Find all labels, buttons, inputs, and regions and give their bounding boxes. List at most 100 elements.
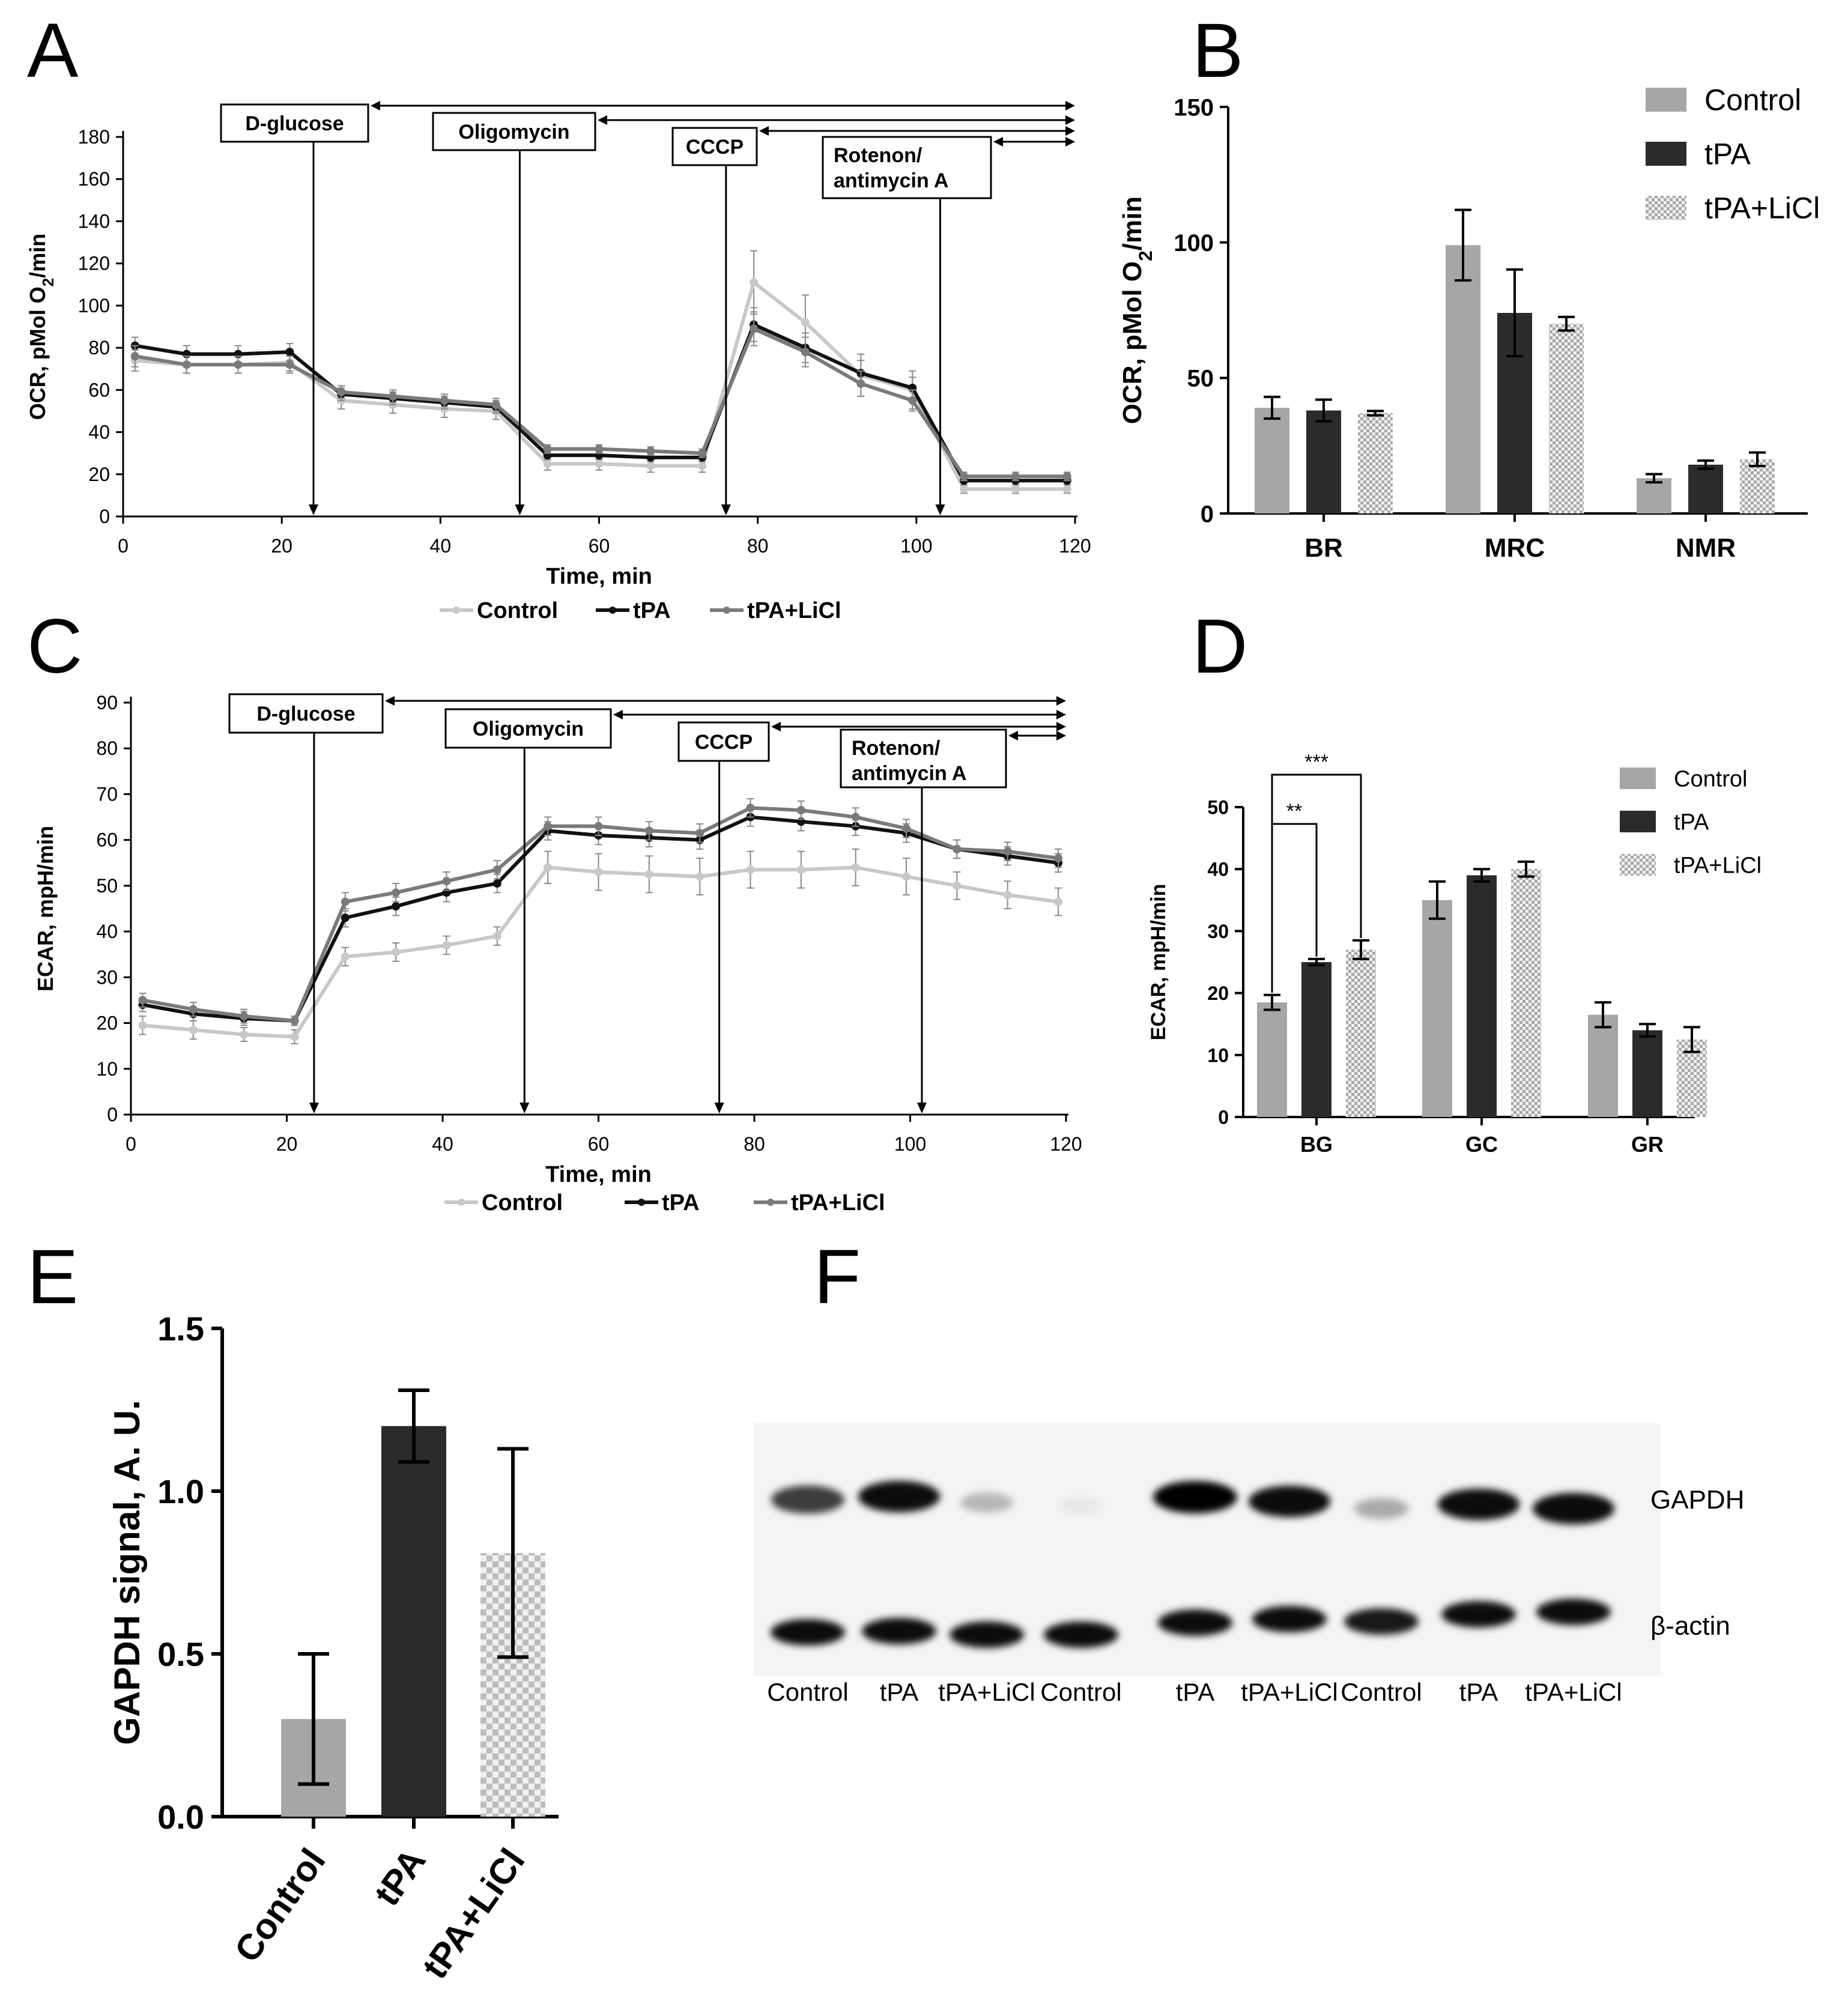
injection-arrowhead [515,504,525,515]
x-tick-label: 100 [894,1133,926,1155]
panel-e-gapdh-bars: 0.0 0.5 1.0 1.5 GAPDH signal, A. U. Control tP… [107,1310,559,1986]
category-label-mrc: MRC [1485,533,1545,563]
row-label-beta-actin: β-actin [1650,1611,1730,1641]
duration-arrowhead-left [598,115,607,125]
significance-bracket [1271,773,1362,993]
gapdh-band [858,1480,941,1513]
category-label-tpa: tPA [366,1841,434,1913]
x-axis-title: Time, min [546,564,652,589]
gapdh-band [1248,1485,1331,1518]
data-point [851,863,860,872]
data-point [801,318,810,327]
legend-marker [458,1199,465,1206]
beta-actin-band [1044,1621,1118,1648]
data-point [492,879,501,888]
y-tick-label: 20 [1207,982,1229,1004]
category-label-br: BR [1304,533,1343,563]
legend-label-tpa-licl: tPA+LiCl [1674,853,1762,878]
legend-label-tpa-licl: tPA+LiCl [1704,192,1820,225]
series-tpa [138,807,1063,1026]
injection-arrowhead [520,1103,530,1113]
x-tick-label: 0 [118,535,129,557]
data-point [594,822,603,831]
data-point [138,1021,147,1030]
injection-label: D-glucose [256,703,355,725]
bar-gc-tpa [1467,875,1497,1117]
legend-swatch-tpa-licl [1620,854,1656,876]
data-point [746,865,755,874]
injection-box-d-glucose [220,103,369,143]
y-tick-label: 0 [99,506,110,527]
data-point [595,459,604,468]
series-control [138,848,1063,1044]
data-point [851,813,860,822]
panel-c-ecar-timecourse: 0 10 20 30 40 50 60 70 80 90 0 20 40 60 80 100 120 Time, … [33,692,1082,1215]
bar-gr-tpa [1632,1030,1662,1117]
x-tick-label: 60 [589,535,610,557]
y-tick-label: 1.0 [157,1473,204,1510]
category-label-tpa-licl: tPA+LiCl [414,1841,533,1986]
y-tick-label: 100 [1174,230,1214,256]
series-tpa-licl [138,798,1063,1026]
data-point [644,826,653,835]
y-tick-label: 50 [1207,797,1229,819]
lane-label-control: Control [767,1678,848,1706]
lane-label-tpa: tPA [1459,1678,1498,1706]
injection-arrowhead [721,504,731,515]
y-tick-label: 40 [96,921,118,942]
data-point [543,459,552,468]
gapdh-band [1437,1488,1520,1521]
y-tick-label: 100 [78,295,110,316]
legend: Control tPA tPA+LiCl [444,1190,885,1215]
row-label-gapdh: GAPDH [1650,1485,1744,1515]
duration-arrowhead-right [1065,126,1075,136]
y-tick-label: 60 [96,829,118,851]
data-point [644,870,653,879]
bar-br-tpa-licl [1358,413,1393,513]
x-tick-label: 80 [744,1133,765,1155]
data-point [392,948,401,957]
category-label-gc: GC [1465,1132,1498,1157]
y-tick-label: 0 [1218,1107,1229,1128]
category-label-bg: BG [1300,1132,1333,1157]
y-tick-label: 10 [1207,1044,1229,1066]
legend-swatch-tpa-licl [1646,196,1686,220]
data-point [856,379,865,388]
duration-arrowhead-left [385,696,395,706]
y-axis-title: ECAR, mpH/min [33,826,58,991]
data-point [1011,472,1020,481]
y-tick-label: 30 [96,966,118,988]
legend-marker [609,607,616,614]
injection-box-oligomycin [444,708,612,749]
injection-box-cccp [671,127,758,166]
data-point [646,461,655,470]
bar-gc-control [1422,900,1452,1117]
category-label-gr: GR [1631,1132,1664,1157]
series-tpa [130,307,1071,486]
data-point [290,1032,299,1041]
data-point [285,348,294,357]
data-point [908,396,917,405]
gapdh-band [1059,1498,1103,1515]
data-point [544,822,553,831]
significance-label: ** [1286,800,1302,823]
data-point [130,352,139,361]
data-point [189,1025,198,1034]
lane-label-control: Control [1040,1678,1121,1706]
beta-actin-band [1158,1609,1232,1636]
data-point [341,897,350,906]
y-tick-label: 20 [96,1013,118,1034]
bar-mrc-tpa-licl [1549,324,1584,513]
injection-arrowhead [916,1103,927,1113]
legend-marker [723,607,730,614]
data-point [392,888,401,897]
duration-arrowhead-right [1065,115,1075,125]
data-point [389,392,398,401]
gapdh-band [1153,1481,1237,1513]
legend-label-tpa-licl: tPA+LiCl [747,598,841,623]
lane-label-tpa-licl: tPA+LiCl [1241,1678,1338,1706]
data-point [698,461,707,470]
injection-label-line2: antimycin A [834,169,948,192]
beta-actin-band [1536,1599,1611,1625]
data-point [442,877,451,886]
